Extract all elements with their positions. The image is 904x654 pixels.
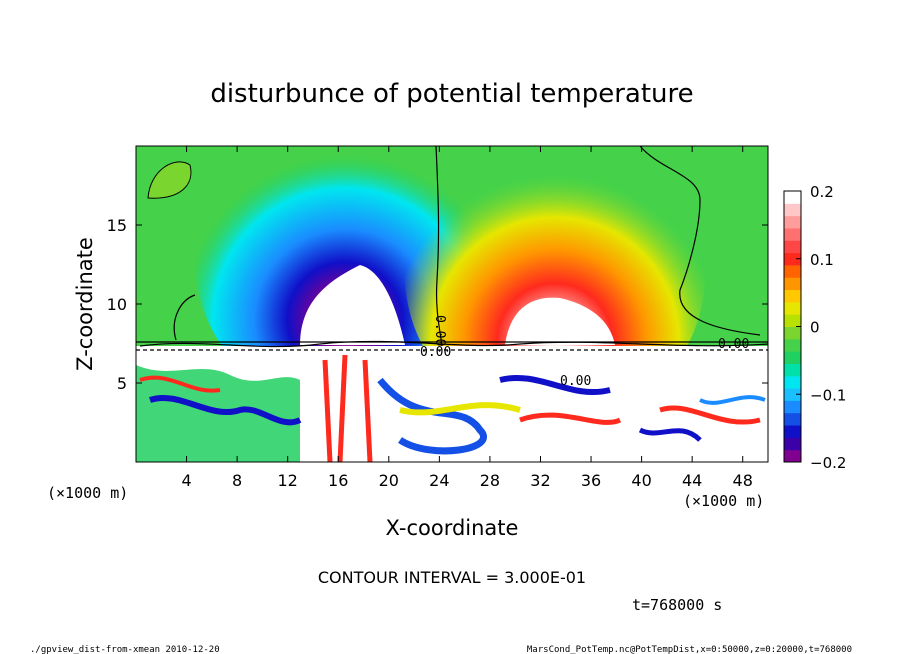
time-text: t=768000 s xyxy=(632,596,722,614)
chart-title: disturbunce of potential temperature xyxy=(210,79,693,109)
x-tick-label: 48 xyxy=(733,471,753,490)
x-tick-label: 36 xyxy=(581,471,601,490)
y-tick-label: 15 xyxy=(107,216,127,235)
x-tick-label: 12 xyxy=(278,471,298,490)
colorbar-tick-label: 0.1 xyxy=(810,251,834,269)
y-axis-ticks: 5 10 15 xyxy=(107,216,768,393)
contour-label: 0.00 xyxy=(560,374,591,389)
colorbar-segment xyxy=(784,314,801,327)
cold-core xyxy=(300,265,405,345)
colorbar-segment xyxy=(784,351,801,364)
colorbar-segment xyxy=(784,437,801,451)
contour-interval-text: CONTOUR INTERVAL = 3.000E-01 xyxy=(318,568,586,587)
colorbar-tick-label: −0.2 xyxy=(810,454,846,472)
colorbar-segment xyxy=(784,191,801,204)
x-axis-ticks: 4 8 12 16 20 24 28 32 36 40 44 48 xyxy=(181,146,753,490)
footer-right: MarsCond_PotTemp.nc@PotTempDist,x=0:5000… xyxy=(527,645,852,654)
contour-label: 0.00 xyxy=(420,345,451,360)
colorbar xyxy=(784,191,801,463)
colorbar-segment xyxy=(784,363,801,377)
x-tick-label: 28 xyxy=(480,471,500,490)
contour-label: 0.00 xyxy=(718,337,749,352)
colorbar-segment xyxy=(784,412,801,426)
upper-left-blob xyxy=(147,161,192,199)
colorbar-segment xyxy=(784,277,801,291)
colorbar-tick-label: −0.1 xyxy=(810,386,846,404)
colorbar-segment xyxy=(784,449,801,463)
warm-core xyxy=(505,297,615,345)
x-tick-label: 20 xyxy=(379,471,399,490)
x-tick-label: 32 xyxy=(530,471,550,490)
colorbar-segment xyxy=(784,227,801,241)
colorbar-segment xyxy=(784,203,801,217)
colorbar-segment xyxy=(784,400,801,414)
x-tick-label: 44 xyxy=(682,471,702,490)
colorbar-segment xyxy=(784,252,801,266)
x-tick-label: 4 xyxy=(181,471,191,490)
colorbar-segment xyxy=(784,375,801,389)
colorbar-segment xyxy=(784,338,801,352)
y-tick-label: 5 xyxy=(117,374,127,393)
colorbar-ticks: −0.2 −0.1 0 0.1 0.2 xyxy=(796,183,846,472)
y-axis-label: Z-coordinate xyxy=(73,237,97,371)
boundary-layer-structures xyxy=(136,350,766,462)
x-tick-label: 8 xyxy=(232,471,242,490)
x-tick-label: 40 xyxy=(631,471,651,490)
plot-area: 0.00 0.00 0.00 0.00 xyxy=(136,146,768,462)
colorbar-segment xyxy=(784,215,801,229)
colorbar-segment xyxy=(784,425,801,438)
colorbar-segment xyxy=(784,388,801,401)
x-tick-label: 24 xyxy=(429,471,449,490)
colorbar-segment xyxy=(784,301,801,315)
contour-lines xyxy=(136,146,768,351)
colorbar-segment xyxy=(784,240,801,254)
y-tick-label: 10 xyxy=(107,295,127,314)
colorbar-tick-label: 0 xyxy=(810,319,820,337)
x-tick-label: 16 xyxy=(328,471,348,490)
footer-left: ./gpview_dist-from-xmean 2010-12-20 xyxy=(30,645,220,654)
colorbar-segment xyxy=(784,264,801,278)
contour-label: 0.00 xyxy=(432,315,447,346)
x-axis-label: X-coordinate xyxy=(386,516,519,540)
colorbar-segment xyxy=(784,326,801,340)
x-unit-label-right: (×1000 m) xyxy=(683,492,764,510)
colorbar-tick-label: 0.2 xyxy=(810,183,834,201)
x-unit-label: (×1000 m) xyxy=(47,484,128,502)
colorbar-segment xyxy=(784,289,801,303)
